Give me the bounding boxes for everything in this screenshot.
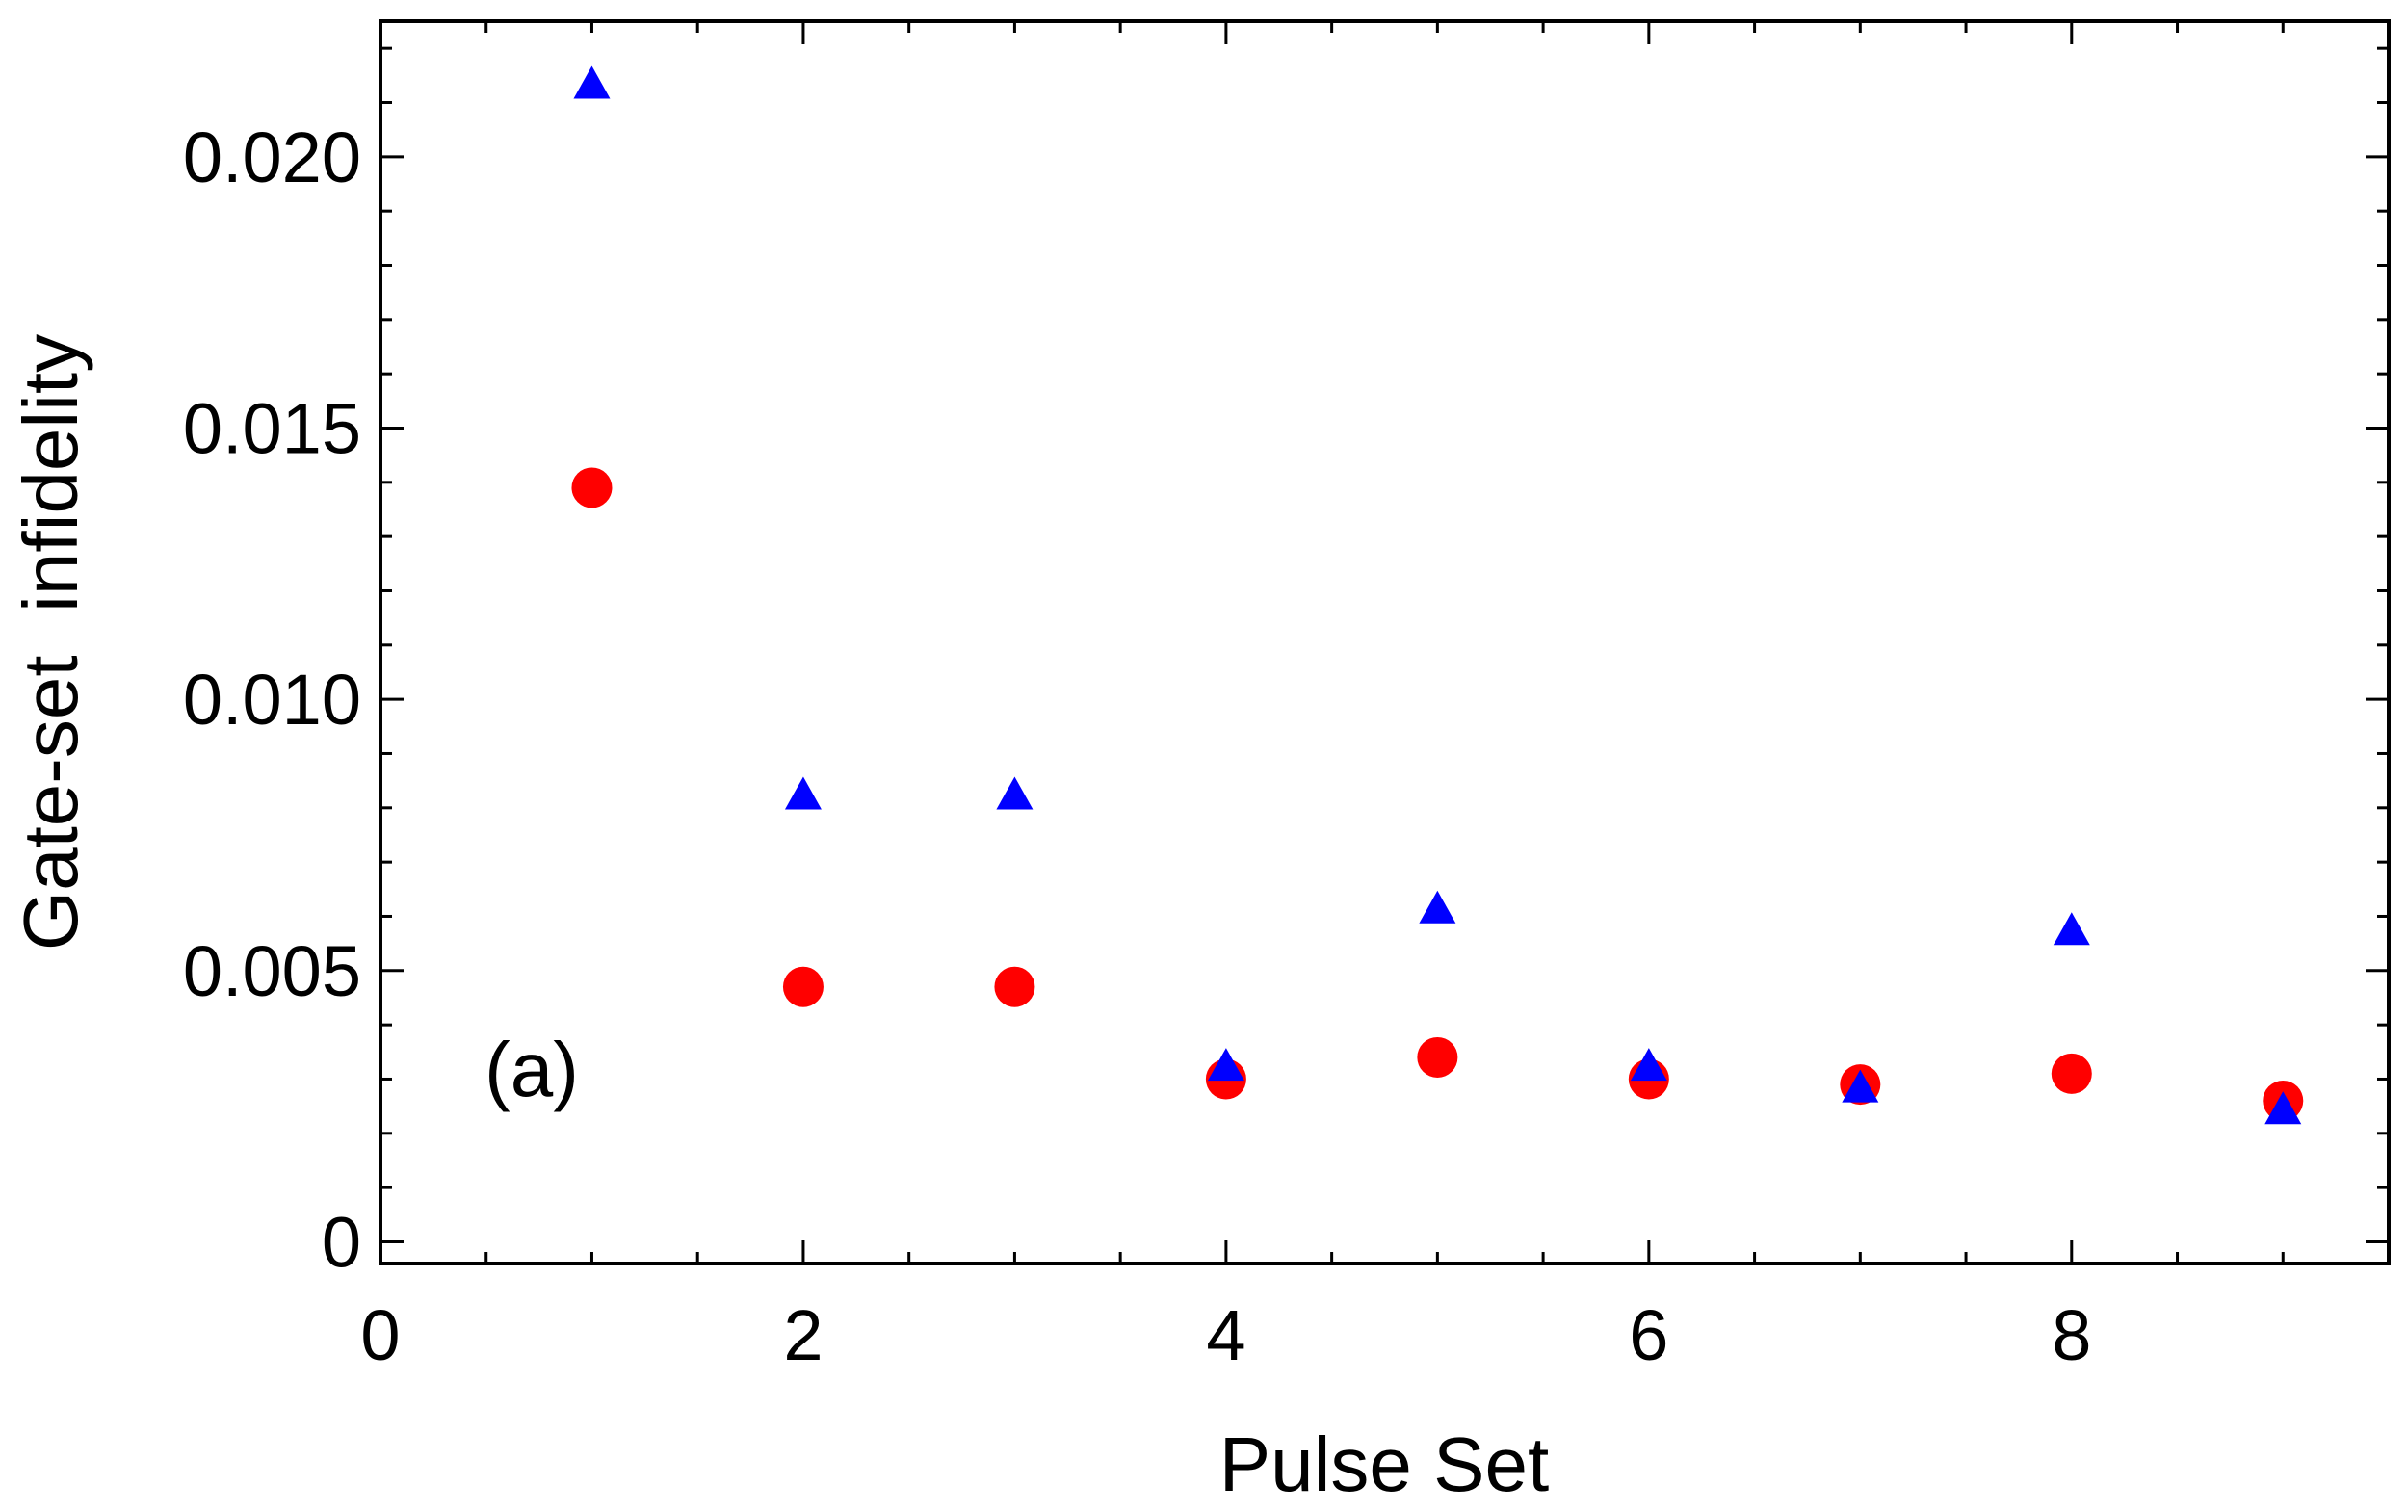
- blue-triangle-point: [1630, 1048, 1667, 1082]
- x-tick-label: 0: [360, 1295, 400, 1375]
- blue-triangle-point: [2053, 912, 2090, 946]
- red-circle-point: [1417, 1036, 1458, 1078]
- blue-triangle-point: [784, 776, 822, 810]
- blue-triangle-point: [2264, 1091, 2302, 1125]
- blue-triangle-point: [1207, 1048, 1244, 1082]
- data-series: [571, 65, 2304, 1125]
- x-tick-label: 2: [783, 1295, 823, 1375]
- blue-triangle-point: [573, 65, 611, 99]
- y-tick-label: 0.010: [183, 660, 361, 740]
- y-axis-title: Gate-set infidelity: [8, 334, 93, 951]
- blue-triangle-point: [996, 776, 1034, 810]
- red-circle-point: [2051, 1053, 2092, 1094]
- x-axis-ticks: [379, 21, 2285, 1264]
- red-circle-point: [994, 966, 1035, 1007]
- x-axis-title: Pulse Set: [1219, 1421, 1549, 1507]
- red-circle-point: [782, 966, 824, 1007]
- blue-triangle-point: [1842, 1069, 1879, 1103]
- blue-triangle-point: [1419, 890, 1456, 924]
- y-axis-tick-labels: 0 0.005 0.010 0.015 0.020: [183, 117, 361, 1283]
- red-circle-point: [571, 467, 613, 508]
- y-axis-ticks: [380, 46, 2389, 1243]
- series-1: [571, 467, 2304, 1122]
- y-tick-label: 0.020: [183, 117, 361, 197]
- x-axis-tick-labels: 0 2 4 6 8: [360, 1295, 2091, 1375]
- y-tick-label: 0.005: [183, 931, 361, 1011]
- plot-frame: [379, 19, 2391, 1265]
- y-tick-label: 0: [322, 1202, 361, 1282]
- series-2: [573, 65, 2302, 1125]
- x-tick-label: 8: [2052, 1295, 2091, 1375]
- y-tick-label: 0.015: [183, 388, 361, 468]
- x-tick-label: 4: [1206, 1295, 1245, 1375]
- x-tick-label: 6: [1629, 1295, 1668, 1375]
- panel-label: (a): [484, 1027, 579, 1112]
